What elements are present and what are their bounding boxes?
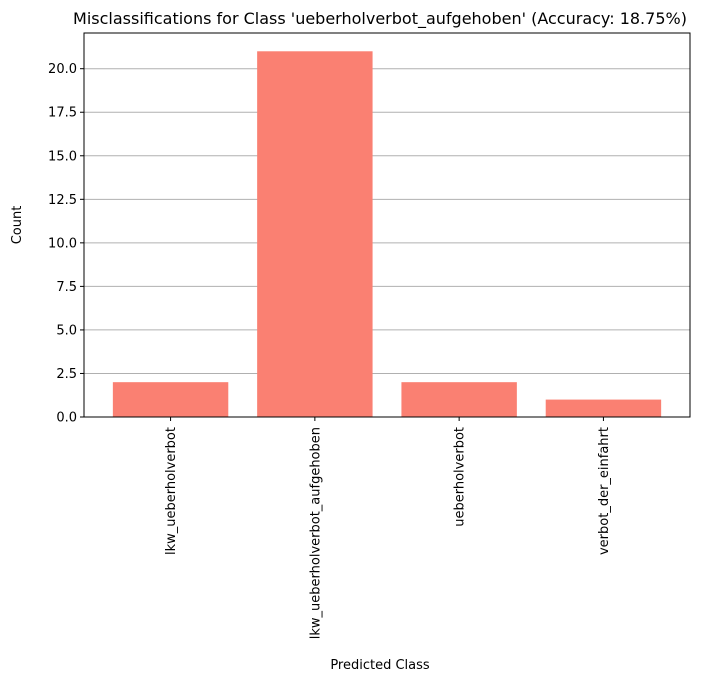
y-tick-label: 7.5 [56, 280, 77, 295]
x-axis-label: Predicted Class [330, 658, 430, 673]
bar-layer [112, 51, 662, 418]
y-tick-label: 2.5 [56, 367, 77, 382]
plot-frame [83, 32, 691, 418]
y-axis-label: Count [10, 206, 25, 245]
y-tick-label: 10.0 [48, 236, 77, 251]
y-tick-label: 20.0 [48, 62, 77, 77]
grid-layer [84, 68, 690, 374]
x-tick-label: lkw_ueberholverbot_aufgehoben [308, 427, 323, 639]
bar-lkw_ueberholverbot [112, 382, 229, 417]
y-tick-label: 15.0 [48, 149, 77, 164]
y-tick-label: 5.0 [56, 323, 77, 338]
y-tick-label: 17.5 [48, 106, 77, 121]
bar-ueberholverbot [401, 382, 517, 417]
bar-verbot_der_einfahrt [545, 399, 662, 417]
bar-lkw_ueberholverbot_aufgehoben [257, 51, 373, 418]
x-tick-label: verbot_der_einfahrt [597, 427, 612, 555]
x-axis: lkw_ueberholverbot lkw_ueberholverbot_auf… [164, 417, 612, 639]
y-tick-label: 0.0 [56, 411, 77, 426]
x-tick-label: ueberholverbot [453, 427, 468, 527]
x-tick-label: lkw_ueberholverbot [164, 427, 179, 555]
y-axis: 0.0 2.5 5.0 7.5 10.0 12.5 15.0 17.5 20.0 [48, 62, 84, 426]
chart-title: Misclassifications for Class 'ueberholve… [73, 9, 687, 29]
y-tick-label: 12.5 [48, 193, 77, 208]
